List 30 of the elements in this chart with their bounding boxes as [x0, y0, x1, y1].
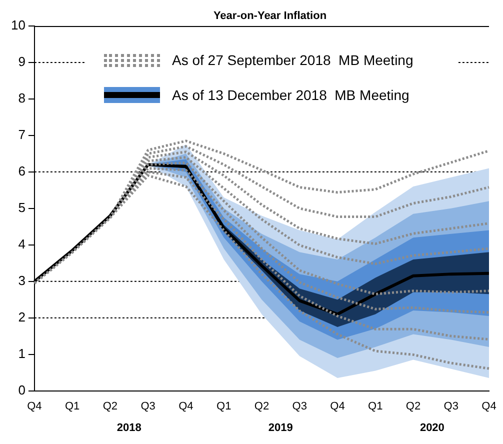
y-tick-label: 0 — [18, 382, 26, 398]
y-tick-label: 7 — [18, 127, 26, 142]
chart-title: Year-on-Year Inflation — [212, 10, 328, 22]
text: 2020 — [420, 422, 444, 434]
x-tick-label: Q3 — [292, 400, 307, 412]
y-tick-label: 2 — [18, 309, 26, 324]
x-tick-label: Q4 — [330, 400, 345, 412]
x-tick-label: Q1 — [368, 400, 383, 412]
x-tick-label: Q3 — [140, 400, 156, 412]
x-tick-label: Q2 — [102, 400, 118, 412]
x-tick-label: Q3 — [444, 400, 458, 412]
text: 2019 — [268, 422, 293, 434]
x-tick-label: Q1 — [216, 400, 232, 412]
y-tick-label: 9 — [18, 54, 26, 70]
y-tick-label: 4 — [18, 236, 26, 252]
legend-label: As of 27 September 2018 MB Meeting — [172, 52, 414, 68]
y-tick-label: 3 — [18, 272, 26, 288]
y-tick-label: 10 — [10, 18, 26, 33]
x-tick-label: Q2 — [406, 400, 421, 412]
legend-label: As of 13 December 2018 MB Meeting — [172, 86, 410, 102]
x-tick-label: Q4 — [27, 400, 42, 412]
y-tick-label: 8 — [18, 90, 26, 106]
text: 2018 — [116, 422, 142, 434]
y-tick-label: 1 — [18, 346, 26, 361]
y-tick-label: 6 — [18, 164, 26, 178]
x-tick-label: Q2 — [254, 400, 270, 412]
x-tick-label: Q4 — [178, 400, 194, 412]
x-tick-label: Q1 — [64, 400, 80, 412]
y-tick-label: 5 — [18, 200, 26, 215]
x-tick-label: Q4 — [482, 400, 496, 412]
